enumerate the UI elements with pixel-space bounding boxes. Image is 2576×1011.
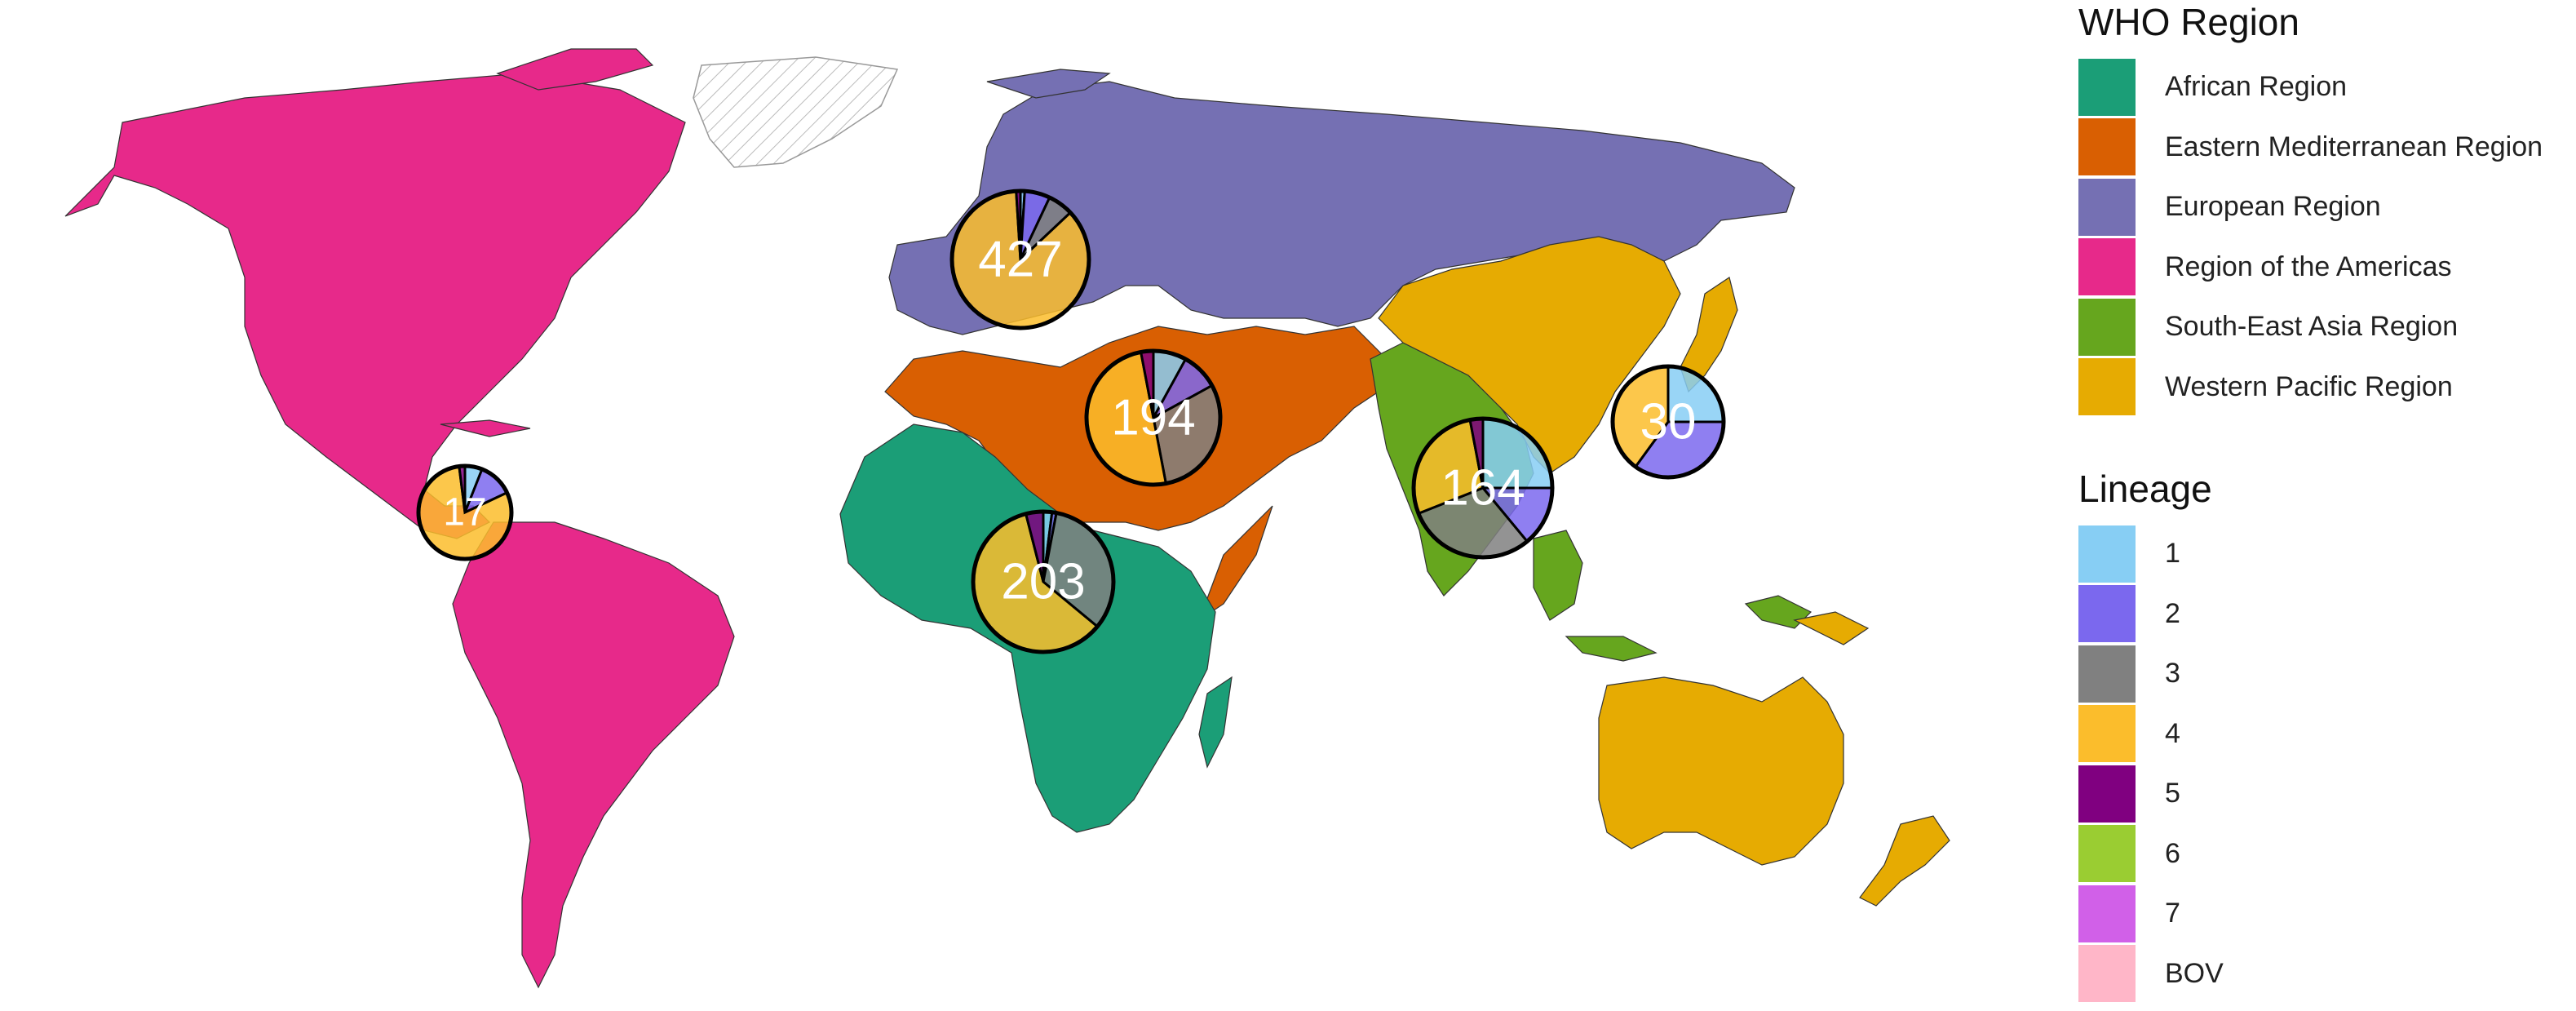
who-region-legend: WHO Region African Region Eastern Medite…: [2078, 3, 2543, 417]
legend-item-lineage-1: 1: [2078, 524, 2224, 584]
legend-swatch: [2078, 585, 2136, 643]
legend-swatch: [2078, 58, 2136, 116]
legend-swatch: [2078, 765, 2136, 823]
legend-item-african-region: African Region: [2078, 57, 2543, 118]
legend-label: 1: [2165, 538, 2180, 570]
lineage-legend: Lineage 1 2 3 4 5 6 7 BOV: [2078, 470, 2224, 1004]
pie-outline: [949, 188, 1091, 330]
region-americas: [64, 48, 735, 989]
legend-swatch: [2078, 885, 2136, 942]
legend-label: BOV: [2165, 957, 2224, 989]
pie-total-label: 30: [1640, 394, 1697, 450]
legend-swatch: [2078, 178, 2136, 236]
legend-item-south-east-asia-region: South-East Asia Region: [2078, 297, 2543, 357]
lineage-pie-layer: 17 427 194 203 164 30: [416, 188, 1726, 654]
pie-outline: [1610, 364, 1726, 480]
legend-item-european-region: European Region: [2078, 177, 2543, 237]
pie-outline: [1411, 416, 1555, 560]
legend-label: 6: [2165, 837, 2180, 869]
legend-item-lineage-6: 6: [2078, 824, 2224, 885]
lineage-pie: 164: [1411, 416, 1555, 560]
legend-item-region-of-the-americas: Region of the Americas: [2078, 237, 2543, 298]
legend-swatch: [2078, 705, 2136, 763]
legend-label: African Region: [2165, 71, 2348, 103]
legend-swatch: [2078, 358, 2136, 416]
legend-label: 3: [2165, 658, 2180, 690]
legend-swatch: [2078, 525, 2136, 583]
greenland-no-data: [693, 56, 899, 168]
legend-item-lineage-4: 4: [2078, 704, 2224, 765]
pie-total-label: 427: [978, 232, 1062, 288]
legend-swatch: [2078, 118, 2136, 176]
lineage-pie: 30: [1610, 364, 1726, 480]
legend-item-lineage-3: 3: [2078, 644, 2224, 704]
lineage-pie: 427: [949, 188, 1091, 330]
lineage-pie: 17: [416, 463, 514, 561]
legend-swatch: [2078, 645, 2136, 703]
pie-outline: [971, 509, 1116, 654]
pie-total-label: 17: [443, 491, 486, 534]
legend-item-lineage-5: 5: [2078, 764, 2224, 824]
legend-label: 4: [2165, 717, 2180, 749]
legend-label: 2: [2165, 597, 2180, 629]
legend-label: 7: [2165, 898, 2180, 929]
legend-item-western-pacific-region: Western Pacific Region: [2078, 357, 2543, 418]
legend-label: European Region: [2165, 191, 2381, 223]
legend-label: Western Pacific Region: [2165, 370, 2453, 402]
legend-item-lineage-2: 2: [2078, 584, 2224, 645]
pie-total-label: 203: [1001, 554, 1085, 610]
legend-swatch: [2078, 298, 2136, 356]
legend-swatch: [2078, 945, 2136, 1003]
legend-item-lineage-7: 7: [2078, 884, 2224, 944]
legend-label: 5: [2165, 778, 2180, 809]
lineage-pie: 194: [1084, 348, 1223, 487]
legend-label: South-East Asia Region: [2165, 311, 2459, 343]
legend-item-eastern-mediterranean-region: Eastern Mediterranean Region: [2078, 118, 2543, 178]
who-region-legend-title: WHO Region: [2078, 1, 2299, 43]
region-western-pacific: [1378, 236, 1950, 907]
legend-label: Eastern Mediterranean Region: [2165, 131, 2543, 162]
legend-label: Region of the Americas: [2165, 251, 2452, 282]
pie-total-label: 164: [1441, 460, 1525, 517]
legend-item-lineage-bov: BOV: [2078, 944, 2224, 1004]
legend-swatch: [2078, 238, 2136, 296]
lineage-pie: 203: [971, 509, 1116, 654]
pie-outline: [1084, 348, 1223, 487]
pie-total-label: 194: [1111, 390, 1195, 446]
legend-swatch: [2078, 825, 2136, 883]
lineage-legend-title: Lineage: [2078, 468, 2212, 510]
pie-outline: [416, 463, 514, 561]
